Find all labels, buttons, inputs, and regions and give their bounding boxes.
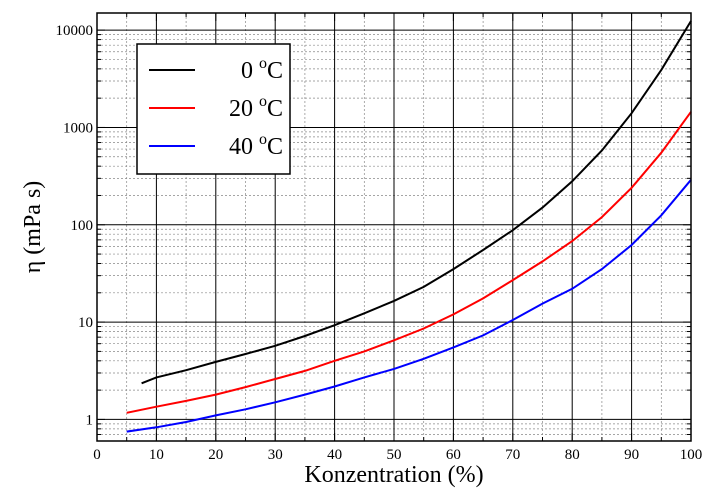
x-tick-label: 40: [327, 447, 342, 463]
x-tick-label: 0: [93, 447, 101, 463]
y-tick-label: 100: [71, 218, 94, 234]
y-tick-label: 1: [86, 412, 94, 428]
series-layer: [126, 20, 692, 433]
x-tick-label: 30: [268, 447, 283, 463]
y-tick-label: 10000: [56, 23, 94, 39]
y-axis-title: η (mPa s): [20, 181, 46, 274]
legend-label: 20 oC: [229, 93, 283, 122]
x-tick-label: 20: [208, 447, 223, 463]
x-tick-label: 50: [387, 447, 402, 463]
x-tick-label: 80: [565, 447, 580, 463]
y-tick-label: 1000: [63, 120, 93, 136]
x-tick-label: 60: [446, 447, 461, 463]
series-line-2: [126, 179, 692, 433]
x-tick-label: 90: [624, 447, 639, 463]
legend-label: 40 oC: [229, 131, 283, 160]
series-line-1: [126, 111, 692, 414]
legend: 0 oC 20 oC 40 oC: [136, 43, 291, 175]
x-tick-labels: 0 10 20 30 40 50 60 70 80 90 100: [93, 447, 702, 463]
y-tick-label: 10: [78, 315, 93, 331]
x-axis-title: Konzentration (%): [304, 462, 483, 488]
legend-label: 0 oC: [241, 55, 283, 84]
axis-ticks: [96, 13, 692, 442]
series-line-0: [141, 20, 692, 385]
x-tick-label: 100: [680, 447, 703, 463]
x-tick-label: 10: [149, 447, 164, 463]
x-tick-label: 70: [505, 447, 520, 463]
y-tick-labels: 1 10 100 1000 10000: [56, 23, 94, 428]
